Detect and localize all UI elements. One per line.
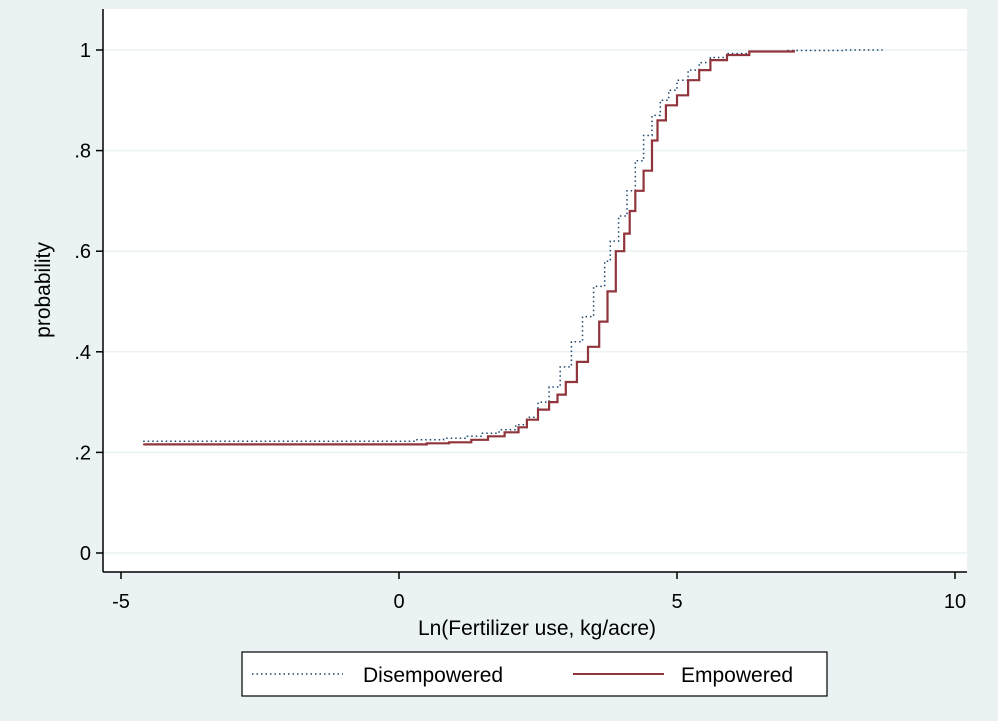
x-tick-label: 0 xyxy=(393,591,404,613)
legend-label-empowered: Empowered xyxy=(681,664,793,687)
axis-layer xyxy=(102,9,967,573)
legend-label-disempowered: Disempowered xyxy=(363,664,503,687)
legend-box xyxy=(241,651,828,697)
y-tick-label: 0 xyxy=(80,543,91,565)
series-line-disempowered xyxy=(143,49,883,443)
y-axis-title: probability xyxy=(32,242,55,338)
x-tick-label: -5 xyxy=(112,591,130,613)
series-layer xyxy=(143,49,883,446)
plot-area xyxy=(103,9,967,572)
y-tick-label: .2 xyxy=(74,442,91,464)
y-tick-label: .4 xyxy=(74,342,91,364)
x-axis-title: Ln(Fertilizer use, kg/acre) xyxy=(418,617,656,640)
y-tick-label: .6 xyxy=(74,241,91,263)
y-tick-label: 1 xyxy=(80,40,91,62)
x-tick-label: 10 xyxy=(944,591,966,613)
legend: Disempowered Empowered xyxy=(241,651,828,697)
y-tick-label: .8 xyxy=(74,141,91,163)
grid-layer xyxy=(103,49,967,554)
x-tick-label: 5 xyxy=(671,591,682,613)
series-line-empowered xyxy=(143,50,795,446)
tick-layer: 0 .2 .4 .6 .8 1 -5 0 5 10 xyxy=(74,40,966,613)
